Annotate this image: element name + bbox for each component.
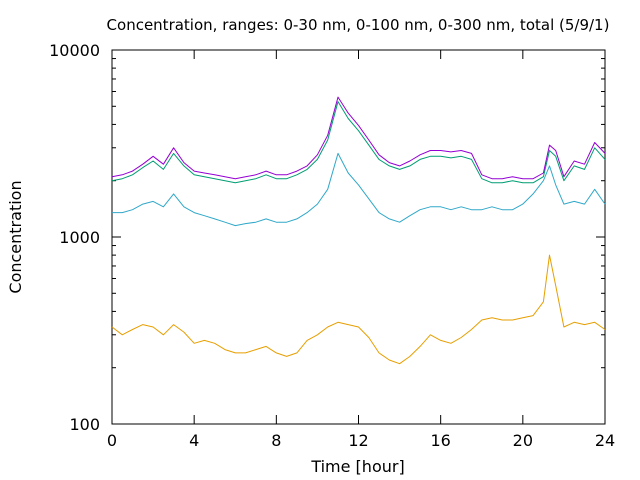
series-layer [111,96,606,365]
y-axis-ticks: 100 1000 10000 [49,41,605,434]
y-axis-label: Concentration [6,180,25,293]
series-line-4 [111,96,606,180]
x-tick-label: 4 [189,431,199,450]
series-line-2 [112,152,606,227]
x-tick-label: 24 [595,431,615,450]
x-tick-label: 12 [348,431,368,450]
x-tick-label: 8 [271,431,281,450]
x-tick-label: 20 [513,431,533,450]
x-axis-ticks: 0 4 8 12 16 20 24 [107,50,615,450]
y-tick-label: 100 [69,415,100,434]
y-tick-label: 1000 [59,228,100,247]
series-line-3 [111,101,606,184]
chart-title: Concentration, ranges: 0-30 nm, 0-100 nm… [107,16,610,34]
plot-frame [111,49,606,425]
x-axis-label: Time [hour] [310,457,404,476]
y-tick-label: 10000 [49,41,100,60]
x-tick-label: 0 [107,431,117,450]
series-line-1 [111,254,606,365]
x-tick-label: 16 [430,431,450,450]
